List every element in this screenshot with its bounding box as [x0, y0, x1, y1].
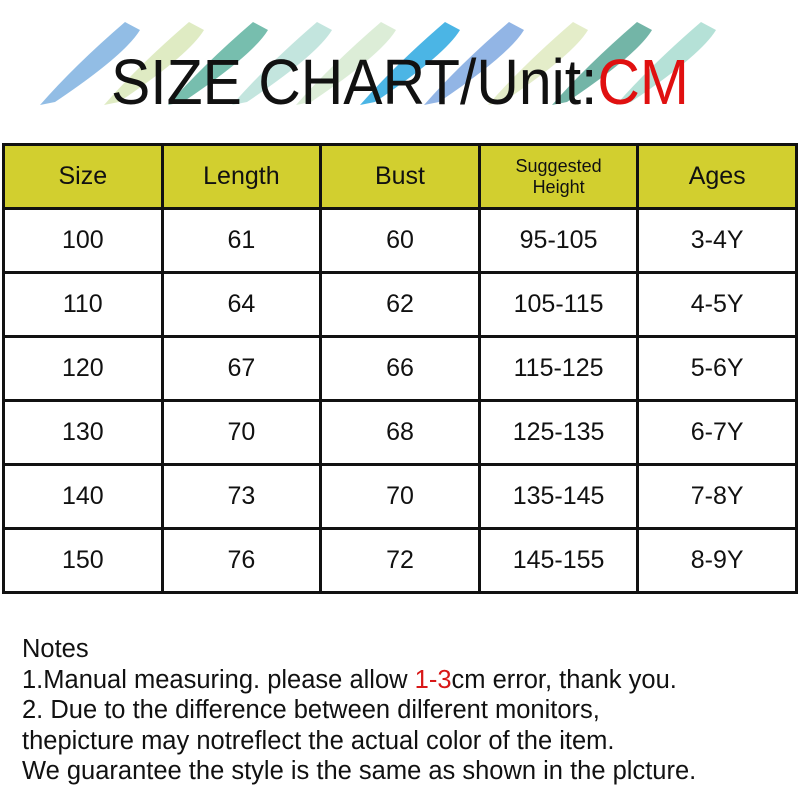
brush-stroke [40, 22, 140, 105]
note-line-4: We guarantee the style is the same as sh… [22, 757, 697, 785]
cell-suggested-height: 145-155 [477, 527, 640, 594]
brush-stroke [488, 22, 588, 105]
title-text: SIZE CHART/Unit: [111, 46, 598, 118]
note-line-3: thepicture may notreflect the actual col… [22, 726, 615, 755]
cell-size: 110 [2, 271, 164, 338]
brush-stroke-decoration [40, 22, 716, 105]
table-row: 130 70 68 125-135 6-7Y [2, 399, 798, 466]
header-suggested-height: Suggested Height [477, 143, 640, 210]
table-row: 100 61 60 95-105 3-4Y [2, 207, 798, 274]
brush-stroke [296, 22, 396, 105]
size-table: Size Length Bust Suggested Height Ages 10… [2, 143, 798, 594]
cell-ages: 3-4Y [636, 207, 798, 274]
note-text: 1.Manual measuring. please allow [22, 665, 415, 694]
table-row: 120 67 66 115-125 5-6Y [2, 335, 798, 402]
cell-suggested-height: 105-115 [477, 271, 640, 338]
brush-stroke [360, 22, 460, 105]
cell-ages: 7-8Y [636, 463, 798, 530]
note-highlight: 1-3 [414, 665, 452, 694]
cell-size: 100 [2, 207, 164, 274]
note-line-1: 1.Manual measuring. please allow 1-3cm e… [22, 665, 696, 696]
cell-bust: 70 [319, 463, 481, 530]
cell-suggested-height: 115-125 [477, 335, 640, 402]
cell-length: 61 [160, 207, 323, 274]
cell-length: 73 [160, 463, 323, 530]
note-text: cm error, thank you. [451, 665, 677, 694]
note-line-2: 2. Due to the difference between dilfere… [22, 696, 600, 724]
cell-bust: 60 [319, 207, 481, 274]
brush-stroke [424, 22, 524, 105]
cell-length: 64 [160, 271, 323, 338]
cell-length: 76 [160, 527, 323, 594]
notes-heading: Notes [22, 635, 89, 663]
cell-size: 130 [2, 399, 164, 466]
cell-bust: 68 [319, 399, 481, 466]
cell-size: 140 [2, 463, 164, 530]
header-line: Height [532, 176, 585, 197]
table-row: 150 76 72 145-155 8-9Y [2, 527, 798, 594]
brush-stroke [168, 22, 268, 105]
cell-ages: 8-9Y [636, 527, 798, 594]
cell-suggested-height: 135-145 [477, 463, 640, 530]
brush-stroke [616, 22, 716, 105]
header-bust: Bust [319, 143, 481, 210]
cell-bust: 66 [319, 335, 481, 402]
table-header-row: Size Length Bust Suggested Height Ages [2, 143, 798, 210]
brush-stroke [232, 22, 332, 105]
cell-ages: 4-5Y [636, 271, 798, 338]
brush-stroke [552, 22, 652, 105]
page-title: SIZE CHART/Unit:CM [32, 42, 768, 122]
cell-ages: 5-6Y [636, 335, 798, 402]
header-ages: Ages [636, 143, 798, 210]
cell-length: 67 [160, 335, 323, 402]
title-unit: CM [597, 46, 689, 118]
notes: Notes 1.Manual measuring. please allow 1… [22, 634, 696, 787]
cell-bust: 62 [319, 271, 481, 338]
cell-suggested-height: 95-105 [477, 207, 640, 274]
cell-size: 150 [2, 527, 164, 594]
cell-ages: 6-7Y [636, 399, 798, 466]
brush-stroke [104, 22, 204, 105]
header-length: Length [160, 143, 323, 210]
cell-size: 120 [2, 335, 164, 402]
table-row: 140 73 70 135-145 7-8Y [2, 463, 798, 530]
cell-bust: 72 [319, 527, 481, 594]
header-size: Size [2, 143, 164, 210]
header-line: Suggested [515, 155, 602, 176]
table-row: 110 64 62 105-115 4-5Y [2, 271, 798, 338]
cell-suggested-height: 125-135 [477, 399, 640, 466]
cell-length: 70 [160, 399, 323, 466]
